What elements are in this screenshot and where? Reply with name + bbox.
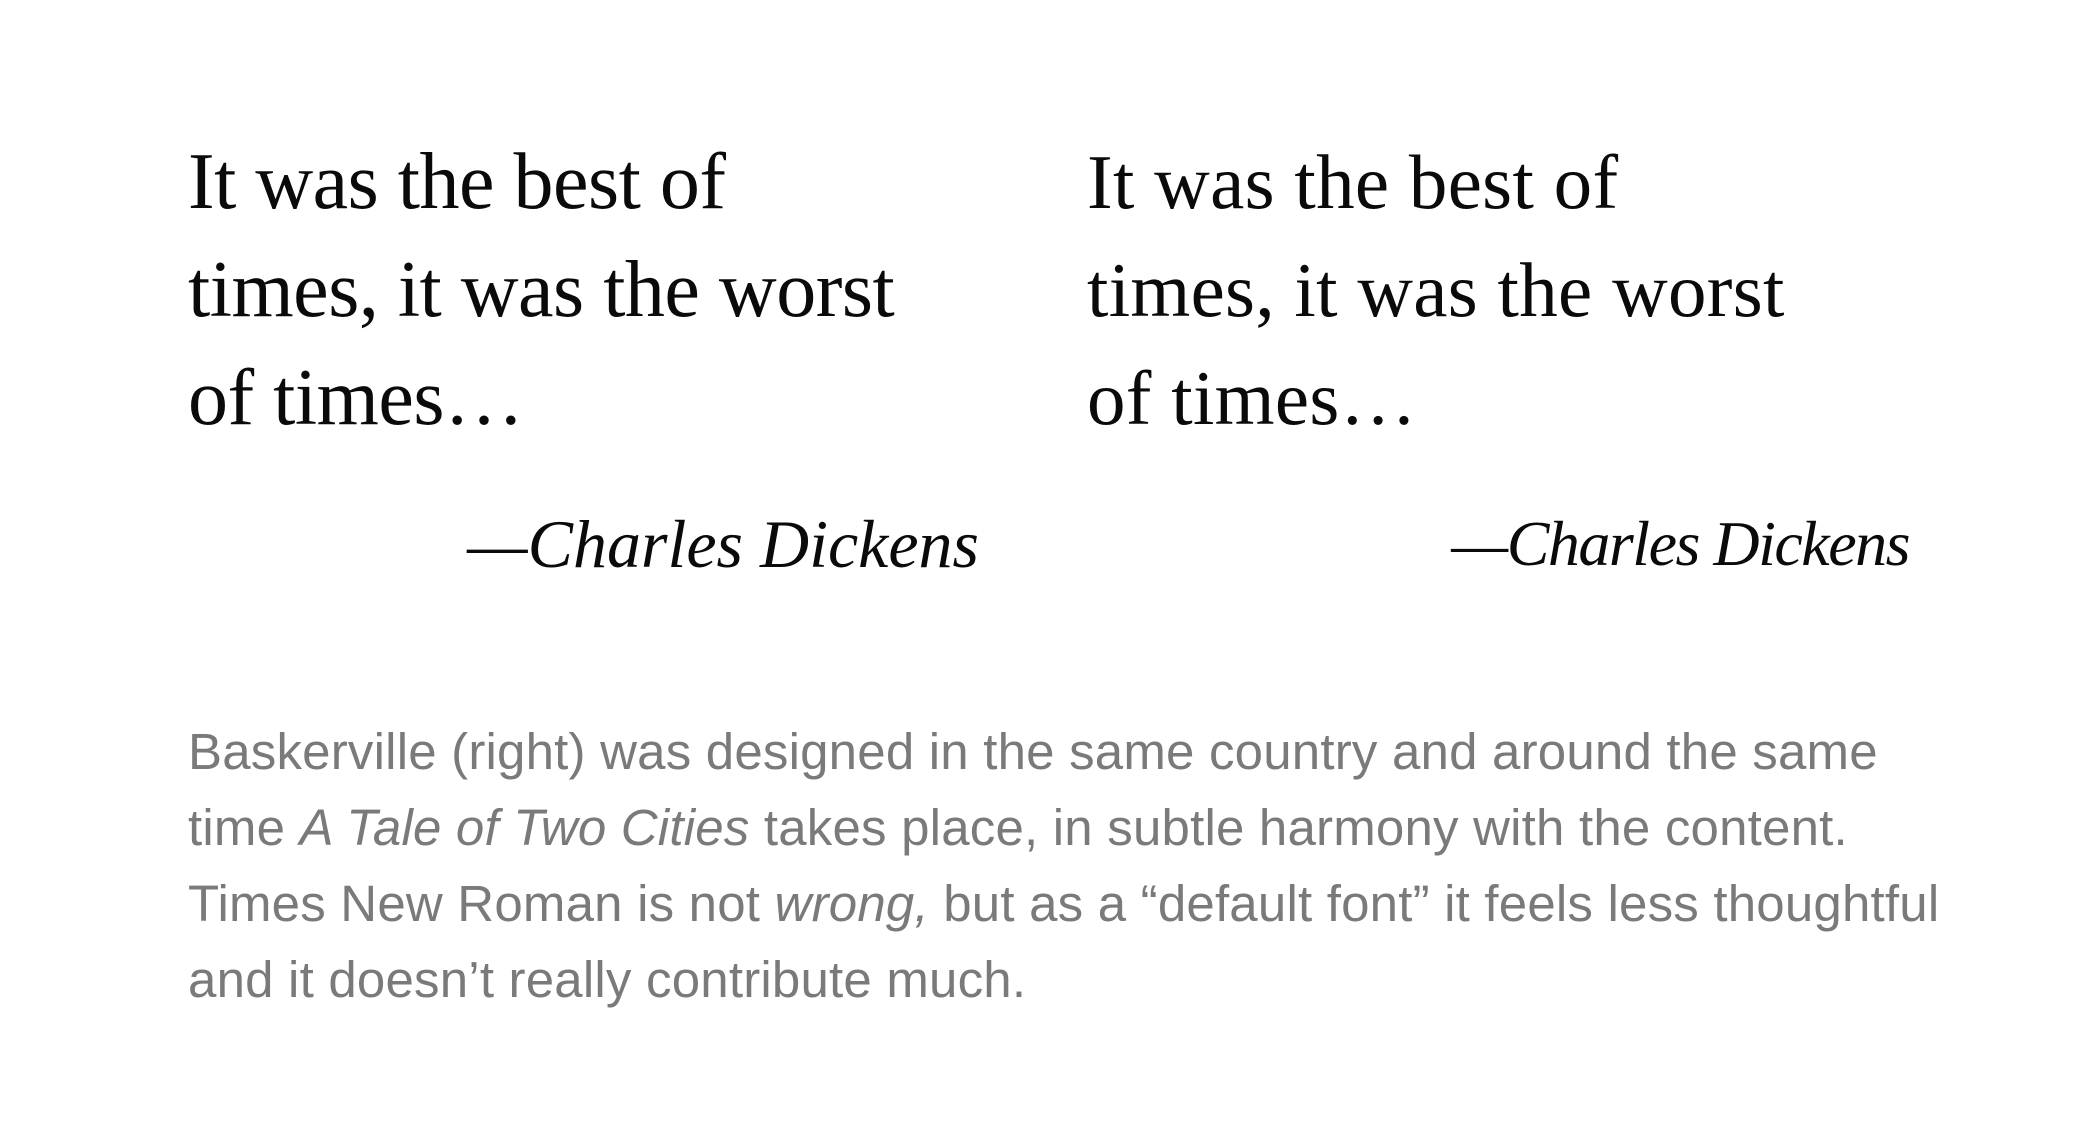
caption-text-2: takes place, in subtle harmony with the … (188, 799, 1848, 932)
quote-right-baskerville: It was the best of times, it was the wor… (1087, 128, 1907, 452)
attribution-left: —Charles Dickens (467, 506, 979, 582)
caption-book-title: A Tale of Two Cities (299, 799, 750, 856)
quote-left-times-new-roman: It was the best of times, it was the wor… (188, 128, 988, 452)
quote-text-left: It was the best of times, it was the wor… (188, 138, 895, 442)
attribution-right: —Charles Dickens (1451, 508, 1910, 579)
caption-paragraph: Baskerville (right) was designed in the … (188, 714, 1968, 1018)
caption-emphasis: wrong, (774, 875, 929, 932)
caption-text-1: Baskerville (right) was designed in the … (188, 723, 1878, 856)
quote-text-right: It was the best of times, it was the wor… (1087, 139, 1785, 441)
caption-text-3: but as a “default font” it feels less th… (188, 875, 1940, 1008)
